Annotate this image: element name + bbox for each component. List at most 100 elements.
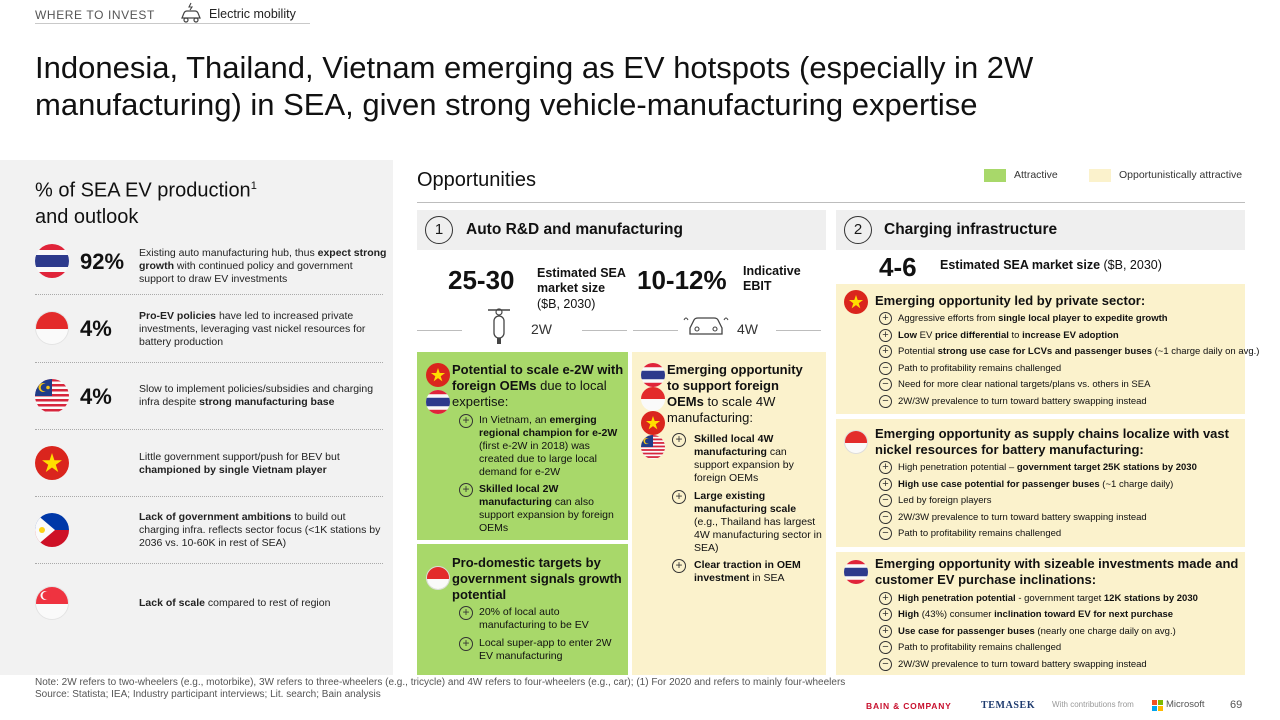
plus-icon: + <box>879 461 892 474</box>
legend-attractive-label: Attractive <box>1014 169 1058 181</box>
note-philippines: Lack of government ambitions to build ou… <box>139 511 381 549</box>
ebit-value: 10-12% <box>637 265 727 295</box>
legend-attractive-swatch <box>984 169 1006 182</box>
charging-th-item: 2W/3W prevalence to turn toward battery … <box>898 659 1147 670</box>
thailand-flag-icon <box>426 390 450 414</box>
charging-th-item: Path to profitability remains challenged <box>898 642 1062 653</box>
opportunity-4w-box <box>632 352 826 675</box>
opportunity-domestic-title: Pro-domestic targets by government signa… <box>452 555 622 602</box>
plus-icon: + <box>879 329 892 342</box>
note-vietnam: Little government support/push for BEV b… <box>139 451 340 476</box>
row-divider <box>35 294 383 295</box>
temasek-logo: TEMASEK <box>981 700 1036 711</box>
production-heading: % of SEA EV production1 and outlook <box>35 179 257 228</box>
note-malaysia: Slow to implement policies/subsidies and… <box>139 383 374 408</box>
charging-vn-item: 2W/3W prevalence to turn toward battery … <box>898 396 1147 407</box>
vietnam-flag-icon <box>844 290 868 314</box>
note-singapore: Lack of scale compared to rest of region <box>139 597 331 609</box>
plus-icon: + <box>879 608 892 621</box>
motorbike-icon <box>488 308 510 344</box>
vietnam-flag-icon <box>426 363 450 387</box>
note-indonesia: Pro-EV policies have led to increased pr… <box>139 310 366 348</box>
e2w-item-2: Skilled local 2W manufacturing can also … <box>479 483 614 534</box>
charging-thailand-box <box>836 552 1245 675</box>
singapore-flag-icon <box>35 586 69 620</box>
production-panel <box>0 160 393 675</box>
note-thailand: Existing auto manufacturing hub, thus ex… <box>139 247 387 285</box>
market-size-label: Estimated SEA market size <box>537 266 626 295</box>
plus-icon: + <box>879 345 892 358</box>
malaysia-flag-icon <box>35 379 69 413</box>
minus-icon: − <box>879 527 892 540</box>
pct-indonesia: 4% <box>80 316 112 341</box>
4w-item-3: Clear traction in OEM investment in SEA <box>694 559 801 584</box>
contributions-text: With contributions from <box>1052 700 1134 709</box>
section-1-header <box>417 210 826 250</box>
microsoft-logo: Microsoft <box>1166 699 1205 710</box>
plus-icon: + <box>879 478 892 491</box>
pct-malaysia: 4% <box>80 384 112 409</box>
plus-icon: + <box>672 490 686 504</box>
footnote-note: Note: 2W refers to two-wheelers (e.g., m… <box>35 677 846 688</box>
divider-line <box>417 330 462 331</box>
minus-icon: − <box>879 494 892 507</box>
charging-vn-item: Need for more clear national targets/pla… <box>898 379 1151 390</box>
section-1-number: 1 <box>425 216 453 244</box>
charging-th-item: Use case for passenger buses (nearly one… <box>898 626 1176 637</box>
minus-icon: − <box>879 395 892 408</box>
charging-vietnam-title: Emerging opportunity led by private sect… <box>875 293 1146 308</box>
footnote: Note: 2W refers to two-wheelers (e.g., m… <box>35 677 845 701</box>
breadcrumb-topic: Electric mobility <box>209 7 296 21</box>
charging-vn-item: Potential strong use case for LCVs and p… <box>898 346 1260 357</box>
indonesia-flag-icon <box>844 430 868 454</box>
thailand-flag-icon <box>844 560 868 584</box>
plus-icon: + <box>879 592 892 605</box>
microsoft-logo-icon <box>1152 700 1164 712</box>
bain-logo: BAIN & COMPANY <box>866 701 952 711</box>
plus-icon: + <box>672 559 686 573</box>
minus-icon: − <box>879 378 892 391</box>
indonesia-flag-icon <box>641 387 665 411</box>
thailand-flag-icon <box>641 363 665 387</box>
domestic-item-1: 20% of local auto manufacturing to be EV <box>479 606 589 631</box>
charging-vn-item: Low EV price differential to increase EV… <box>898 330 1119 341</box>
plus-icon: + <box>459 483 473 497</box>
charging-id-item: 2W/3W prevalence to turn toward battery … <box>898 512 1147 523</box>
opportunity-domestic-box <box>417 544 628 675</box>
divider-line <box>582 330 627 331</box>
charging-market-label: Estimated SEA market size ($B, 2030) <box>940 258 1162 272</box>
plus-icon: + <box>459 606 473 620</box>
charging-id-item: High penetration potential – government … <box>898 462 1197 473</box>
opportunity-e2w-box <box>417 352 628 540</box>
plus-icon: + <box>459 637 473 651</box>
pct-thailand: 92% <box>80 249 125 274</box>
row-divider <box>35 496 383 497</box>
vietnam-flag-icon <box>641 411 665 435</box>
vehicle-4w-label: 4W <box>737 321 758 337</box>
minus-icon: − <box>879 511 892 524</box>
charging-th-item: High penetration potential - government … <box>898 593 1198 604</box>
divider-line <box>633 330 678 331</box>
charging-vietnam-box <box>836 284 1245 414</box>
charging-vn-item: Aggressive efforts from single local pla… <box>898 313 1168 324</box>
opportunities-heading: Opportunities <box>417 169 536 191</box>
car-icon <box>683 317 729 335</box>
domestic-item-2: Local super-app to enter 2W EV manufactu… <box>479 637 612 662</box>
vietnam-flag-icon <box>35 446 69 480</box>
row-divider <box>35 429 383 430</box>
section-1-title: Auto R&D and manufacturing <box>466 221 683 238</box>
legend-opportunistic-swatch <box>1089 169 1111 182</box>
row-divider <box>35 563 383 564</box>
minus-icon: − <box>879 658 892 671</box>
page-title: Indonesia, Thailand, Vietnam emerging as… <box>35 50 1034 122</box>
indonesia-flag-icon <box>426 566 450 590</box>
4w-item-2: Large existing manufacturing scale (e.g.… <box>694 490 822 554</box>
charging-id-item: High use case potential for passenger bu… <box>898 479 1174 490</box>
charging-thailand-title: Emerging opportunity with sizeable inves… <box>875 556 1239 587</box>
charging-market-value: 4-6 <box>879 252 917 282</box>
thailand-flag-icon <box>35 244 69 278</box>
footnote-source: Source: Statista; IEA; Industry particip… <box>35 689 381 700</box>
malaysia-flag-icon <box>641 435 665 459</box>
row-divider <box>35 362 383 363</box>
market-size-unit: ($B, 2030) <box>537 297 596 311</box>
